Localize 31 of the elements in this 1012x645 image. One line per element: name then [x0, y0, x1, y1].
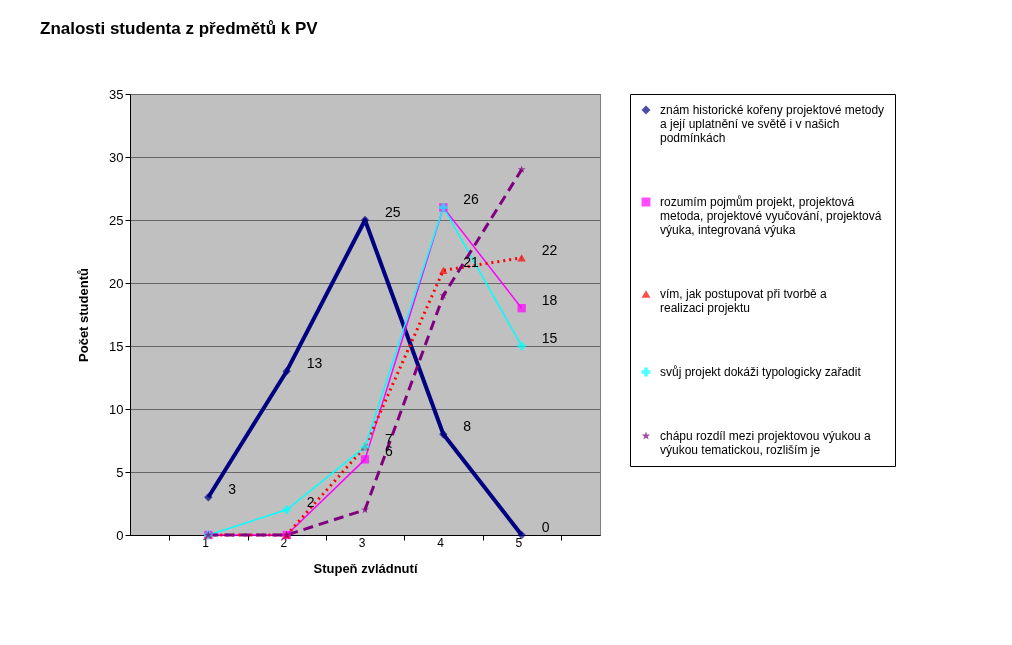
- data-label: 18: [541, 292, 558, 309]
- data-label: 13: [306, 355, 323, 372]
- data-label: 2: [306, 493, 315, 510]
- y-tick-label: 35: [109, 86, 124, 102]
- chart-title: Znalosti studenta z předmětů k PV: [40, 19, 319, 38]
- data-label: 15: [541, 330, 558, 346]
- legend-label: chápu rozdíl mezi projektovou výukou a výukou tematickou, rozliším je: [660, 429, 872, 457]
- y-tick-label: 25: [109, 212, 124, 228]
- x-tick-label: 3: [358, 535, 366, 550]
- y-tick-label: 10: [109, 401, 124, 417]
- legend-label: znám historické kořeny projektové metody a její uplatnění ve světě i v našich podmínkách: [660, 103, 885, 145]
- data-label: 25: [385, 204, 401, 220]
- legend-label: vím, jak postupovat při tvorbě a realizaci projektu: [660, 287, 828, 315]
- data-label: 0: [541, 519, 550, 535]
- y-tick-label: 0: [116, 527, 124, 543]
- y-tick-label: 20: [109, 275, 124, 291]
- data-label: 22: [541, 241, 558, 258]
- legend-label: rozumím pojmům projekt, projektová metoda, projektové vyučování, projektová výuka, integrovaná výuka: [660, 195, 882, 237]
- x-axis-title: Stupeň zvládnutí: [313, 560, 418, 576]
- y-axis-title: Počet studentů: [76, 268, 92, 362]
- y-tick-label: 5: [116, 464, 124, 480]
- x-tick-label: 4: [437, 535, 445, 550]
- legend-label: svůj projekt dokáži typologicky zařadit: [660, 365, 862, 379]
- x-tick-label: 1: [202, 535, 210, 550]
- data-label: 8: [463, 418, 472, 435]
- data-label: 3: [228, 481, 237, 498]
- x-tick-label: 2: [280, 535, 288, 550]
- data-label: 26: [463, 191, 480, 208]
- x-tick-label: 5: [515, 535, 523, 550]
- y-tick-label: 15: [109, 338, 124, 354]
- y-tick-label: 30: [109, 149, 124, 165]
